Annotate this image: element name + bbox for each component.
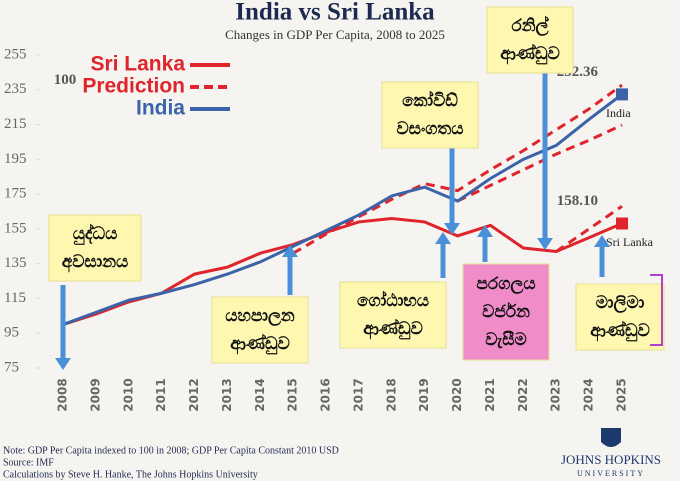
prediction-line bbox=[456, 123, 623, 203]
note: Note: GDP Per Capita indexed to 100 in 2… bbox=[3, 445, 339, 456]
x-tick-label: 2023 bbox=[549, 378, 563, 411]
y-tick-label: 75 bbox=[4, 359, 19, 375]
annotation-arrowhead bbox=[55, 358, 71, 370]
y-tick-label: 195 bbox=[4, 151, 27, 167]
annotation-arrowhead bbox=[444, 223, 460, 235]
annotation-box bbox=[462, 263, 550, 361]
bracket bbox=[650, 274, 663, 346]
x-tick-label: 2016 bbox=[319, 378, 333, 411]
y-tick-label: 135 bbox=[4, 255, 27, 271]
annotation-text: අවසානය bbox=[62, 252, 129, 273]
annotation-text: මාලිමා bbox=[596, 293, 645, 314]
annotation-box bbox=[339, 281, 447, 349]
x-tick-label: 2009 bbox=[88, 378, 102, 411]
x-tick-label: 2012 bbox=[187, 378, 201, 411]
x-tick-label: 2025 bbox=[615, 378, 629, 411]
annotation-box bbox=[486, 6, 574, 74]
chart-subtitle: Changes in GDP Per Capita, 2008 to 2025 bbox=[225, 27, 445, 42]
legend-label: Prediction bbox=[82, 75, 185, 98]
end-marker bbox=[616, 88, 628, 101]
x-tick-label: 2015 bbox=[286, 378, 300, 411]
annotation-text: යහපාලන bbox=[225, 306, 295, 327]
annotation-box bbox=[381, 81, 479, 149]
annotation-arrowhead bbox=[435, 232, 451, 244]
chart-title: India vs Sri Lanka bbox=[235, 0, 435, 26]
y-tick-label: 235 bbox=[4, 81, 27, 97]
end-label: Sri Lanka bbox=[606, 235, 654, 249]
x-tick-label: 2011 bbox=[154, 378, 168, 411]
annotation-text: කෝවිඩ් bbox=[402, 90, 458, 111]
series-line bbox=[292, 83, 623, 255]
y-tick-label: 175 bbox=[4, 186, 27, 202]
x-tick-label: 2014 bbox=[253, 378, 267, 411]
x-tick-label: 2008 bbox=[56, 378, 70, 411]
legend-label: India bbox=[136, 97, 185, 120]
x-tick-label: 2021 bbox=[483, 378, 497, 411]
annotation-text: ගෝඨාභය bbox=[357, 290, 429, 311]
logo-shield bbox=[601, 428, 621, 447]
x-tick-label: 2013 bbox=[220, 378, 234, 411]
series-line bbox=[62, 93, 623, 326]
end-marker bbox=[616, 217, 628, 230]
annotation-text: ආණ්ඩුව bbox=[590, 320, 650, 342]
annotation-box bbox=[48, 214, 142, 282]
y-tick-label: 115 bbox=[4, 290, 26, 306]
annotation-text: වසංගතය bbox=[397, 119, 464, 139]
x-tick-label: 2022 bbox=[516, 378, 530, 411]
y-tick-label: 255 bbox=[4, 46, 27, 62]
value-label: 100 bbox=[54, 72, 77, 88]
y-tick-label: 215 bbox=[4, 116, 27, 132]
x-tick-label: 2019 bbox=[417, 378, 431, 411]
annotation-box bbox=[211, 296, 309, 364]
annotation-arrowhead bbox=[477, 225, 493, 237]
note: Source: IMF bbox=[3, 457, 54, 468]
annotation-text: ආණ්ඩුව bbox=[363, 318, 423, 340]
prediction-line bbox=[555, 205, 623, 253]
y-tick-label: 155 bbox=[4, 220, 27, 236]
annotation-arrowhead bbox=[282, 245, 298, 257]
logo-text: JOHNS HOPKINS bbox=[561, 452, 661, 467]
end-label: India bbox=[606, 106, 631, 120]
annotation-text: ආණ්ඩුව bbox=[500, 43, 560, 65]
annotation-arrowhead bbox=[537, 238, 553, 250]
annotation-box bbox=[575, 283, 665, 351]
x-tick-label: 2018 bbox=[384, 378, 398, 411]
x-tick-label: 2024 bbox=[582, 378, 596, 411]
x-tick-label: 2020 bbox=[450, 378, 464, 411]
y-tick-label: 95 bbox=[4, 325, 19, 341]
value-label: 158.10 bbox=[557, 193, 598, 209]
x-tick-label: 2017 bbox=[351, 378, 365, 411]
annotation-text: පරගලය bbox=[476, 274, 535, 295]
x-tick-label: 2010 bbox=[121, 378, 135, 411]
annotation-text: රනිල් bbox=[511, 15, 549, 37]
annotation-text: වර්ජන bbox=[482, 302, 530, 322]
note: Calculations by Steve H. Hanke, The John… bbox=[3, 469, 258, 480]
annotation-text: යුද්ධය bbox=[73, 223, 118, 245]
annotation-arrowhead bbox=[594, 235, 610, 247]
legend-label: Sri Lanka bbox=[90, 53, 185, 76]
logo-text: UNIVERSITY bbox=[577, 469, 645, 478]
annotation-text: ආණ්ඩුව bbox=[230, 333, 290, 355]
annotation-text: වැසීම bbox=[485, 330, 526, 350]
